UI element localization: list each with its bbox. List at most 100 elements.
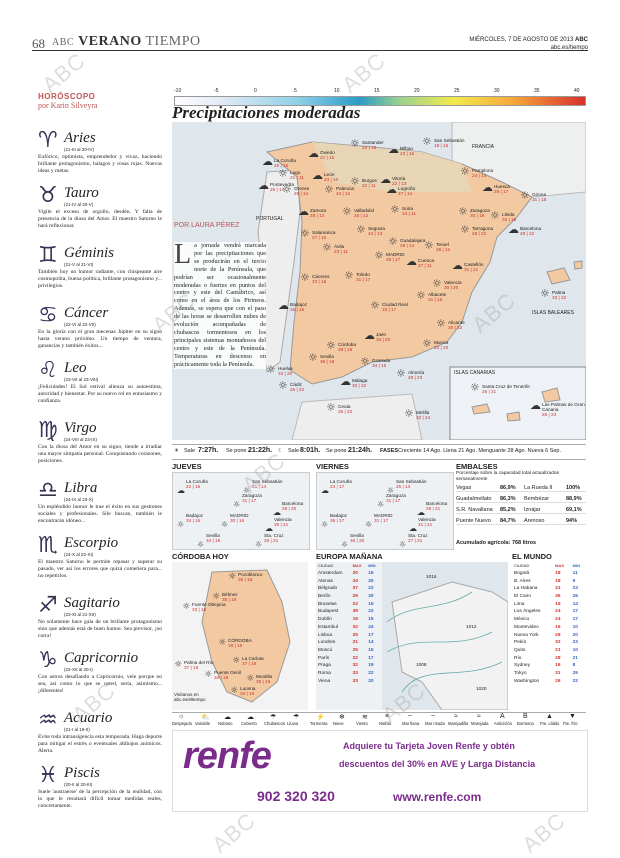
city-name: Girona: [532, 192, 547, 197]
map-city: Valladolid 26 | 12: [354, 208, 374, 218]
city-name: Zaragoza: [242, 493, 262, 498]
map-city: Lugo 21 | 11: [290, 170, 304, 180]
sun-icon: ☀: [174, 448, 179, 454]
sign-dates: (22-XII al 20-I): [64, 667, 93, 672]
total-value: 768 litros: [511, 540, 537, 546]
map-city: Jaén 34 | 20: [376, 332, 390, 342]
table-header: CIUDAD MAX MIN: [512, 562, 586, 570]
ad-phone[interactable]: 902 320 320: [257, 788, 335, 804]
table-row: Sydney 16 8: [512, 662, 586, 670]
map-city: Granada 34 | 16: [372, 358, 390, 368]
header-url[interactable]: abc.es/tiempo: [550, 45, 588, 51]
map-city: Pamplona 24 | 14: [472, 168, 493, 178]
embalse-row: S.R. Navallana 85,2% Iznájar 69,1%: [456, 507, 586, 514]
row-city: Montevideo: [514, 624, 539, 630]
table-row: Londres 21 14: [316, 639, 380, 647]
moonrise-time: 8:01h.: [300, 447, 321, 454]
city-name: Tarragona: [472, 226, 494, 231]
renfe-logo[interactable]: renfe: [183, 735, 272, 777]
city-name: Pamplona: [472, 168, 494, 173]
legend-icon: ≈: [454, 713, 458, 720]
town-name: Bélmez: [222, 592, 238, 597]
cordoba-source[interactable]: Visítanos en abc.es/eltiempo: [174, 692, 206, 702]
legend-icon: ☂: [293, 714, 300, 721]
row-max: 32: [352, 624, 358, 630]
sign-dates: (21-IV al 20-V): [64, 202, 94, 207]
weather-sun-icon: ☁: [508, 223, 519, 236]
table-row: Tokyo 31 25: [512, 670, 586, 678]
table-row: Moscú 25 15: [316, 647, 380, 655]
forecast-city: Sta. Cruz 27 | 21: [408, 533, 428, 543]
ad-website[interactable]: www.renfe.com: [393, 790, 482, 804]
forecast-city: MADRID 30 | 16: [230, 513, 249, 523]
cordoba-town: Lucena 34 | 19: [240, 686, 255, 696]
embalses-subtitle: Porcentaje sobre la capacidad total actu…: [456, 471, 559, 482]
embalse-value: 86,3%: [500, 496, 516, 502]
brand-small: ABC: [575, 37, 588, 43]
city-name: Badajoz: [290, 302, 307, 307]
weather-sun-icon: ☼: [218, 638, 227, 648]
sign-dates: (21-I al 19-II): [64, 727, 90, 732]
cordoba-town: Montilla 35 | 19: [256, 674, 272, 684]
city-name: San Sebastián: [434, 138, 465, 143]
weather-sun-icon: ☼: [324, 183, 334, 196]
map-city: Logroño 27 | 14: [398, 186, 415, 196]
row-min: 11: [572, 571, 578, 577]
map-city: Teruel 28 | 12: [436, 242, 450, 252]
forecast-city: San Sebastián 25 | 14: [396, 479, 427, 489]
city-temps: 31 | 17: [242, 498, 257, 503]
city-temps: 34 | 16: [186, 518, 201, 523]
city-temps: 29 | 22: [520, 231, 535, 236]
legend-label: Niebla: [379, 721, 391, 726]
weather-sun-icon: ☁: [298, 205, 309, 218]
horoscope-column: HORÓSCOPO por Karin Silveyra ♈ Aries (21-I…: [38, 92, 162, 809]
row-max: 39: [352, 609, 358, 615]
row-city: La Habana: [514, 586, 538, 592]
city-temps: 27 | 14: [398, 191, 413, 196]
row-city: Los Ángeles: [514, 609, 541, 615]
legend-icon: ~: [408, 713, 413, 720]
forecast-city: La Coruña 22 | 16: [186, 479, 208, 489]
embalse-name: Bembézar: [524, 496, 550, 502]
city-name: Vitoria: [392, 176, 406, 181]
forecast-city: Zaragoza 31 | 17: [242, 493, 262, 503]
legend-icon: ❄: [339, 714, 345, 721]
map-city: Lleida 32 | 19: [502, 212, 516, 222]
row-min: 17: [572, 617, 578, 623]
row-min: 20: [368, 678, 374, 684]
map-city: Tarragona 28 | 22: [472, 226, 493, 236]
row-city: El Cairo: [514, 594, 532, 600]
zodiac-aries-icon: ♈: [38, 128, 58, 153]
table-row: París 22 17: [316, 654, 380, 662]
city-name: Logroño: [398, 186, 416, 191]
city-name: Huesca: [494, 184, 510, 189]
city-temps: 25 | 14: [396, 484, 411, 489]
city-name: Burgos: [362, 178, 377, 183]
row-city: B. Aires: [514, 578, 531, 584]
legend-label: Viento: [356, 721, 368, 726]
renfe-ad[interactable]: renfe Adquiere tu Tarjeta Joven Renfe y …: [172, 730, 588, 812]
table-row: La Habana 31 23: [512, 585, 586, 593]
map-city: Huelva 33 | 20: [278, 366, 293, 376]
legend-icon: ~: [431, 713, 436, 720]
sun-moon-bar: ☀ Sale 7:27h. Se pone 21:22h. ☾ Sale 8:0…: [172, 444, 586, 460]
column-header: MIN: [572, 563, 580, 569]
embalse-value: 85,2%: [500, 507, 516, 513]
city-temps: 30 | 16: [230, 518, 245, 523]
row-min: 22: [368, 586, 374, 592]
weather-sun-icon: ☼: [233, 500, 241, 509]
drop-cap: L: [174, 239, 192, 270]
map-city: San Sebastián 19 | 15: [434, 138, 465, 148]
row-min: 10: [572, 647, 578, 653]
map-city: Vitoria 22 | 13: [392, 176, 406, 186]
zodiac-virgo-icon: ♍: [38, 418, 58, 443]
column-header: MIN: [368, 563, 376, 569]
map-city: Cádiz 26 | 22: [290, 382, 304, 392]
sign-name: Sagitario: [64, 595, 120, 611]
city-name: La Coruña: [330, 479, 352, 484]
city-temps: 30 | 20: [444, 285, 459, 290]
row-min: 25: [368, 578, 374, 584]
weather-sun-icon: ☁: [340, 375, 351, 388]
weather-sun-icon: ☁: [321, 486, 329, 495]
europa-panel: CIUDAD MAX MIN Ámsterdam 20 16 Atenas 34 25 Bélgr…: [316, 562, 508, 710]
